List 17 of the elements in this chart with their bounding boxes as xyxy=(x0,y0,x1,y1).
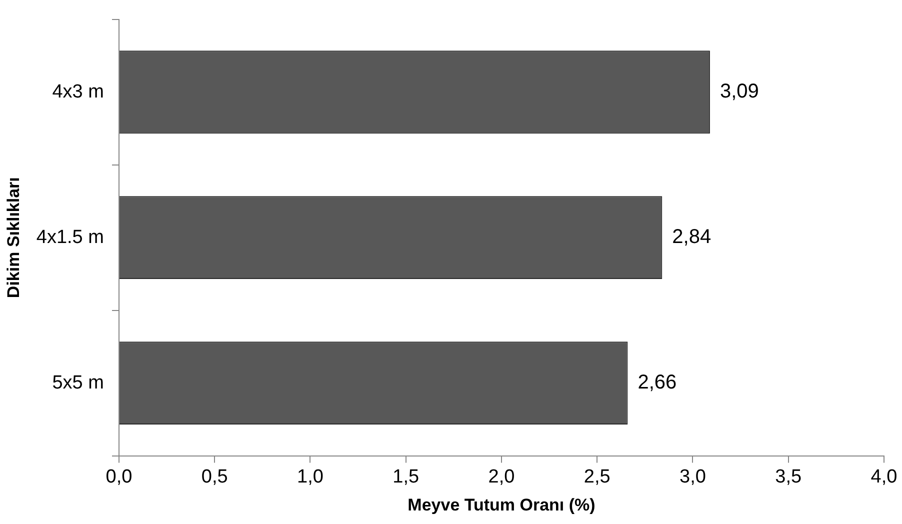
x-tick-label: 3,5 xyxy=(775,466,802,488)
data-label: 3,09 xyxy=(720,80,759,103)
x-axis-title: Meyve Tutum Oranı (%) xyxy=(408,495,596,514)
y-tick-label: 5x5 m xyxy=(52,372,104,394)
y-tick-label: 4x3 m xyxy=(52,81,104,102)
x-tick-label: 2,0 xyxy=(488,466,515,488)
x-tick-label: 2,5 xyxy=(584,466,610,488)
y-tick-label: 4x1.5 m xyxy=(36,226,104,248)
x-tick-label: 3,0 xyxy=(680,466,706,488)
y-axis-title: Dikim Sıklıkları xyxy=(4,177,23,298)
x-tick-label: 4,0 xyxy=(870,466,898,488)
x-tick-label: 1,5 xyxy=(392,466,420,488)
data-label: 2,84 xyxy=(672,226,712,248)
x-tick-label: 1,0 xyxy=(297,466,324,488)
x-tick-label: 0,0 xyxy=(106,466,132,488)
data-label: 2,66 xyxy=(638,372,677,394)
x-tick-label: 0,5 xyxy=(201,466,228,488)
